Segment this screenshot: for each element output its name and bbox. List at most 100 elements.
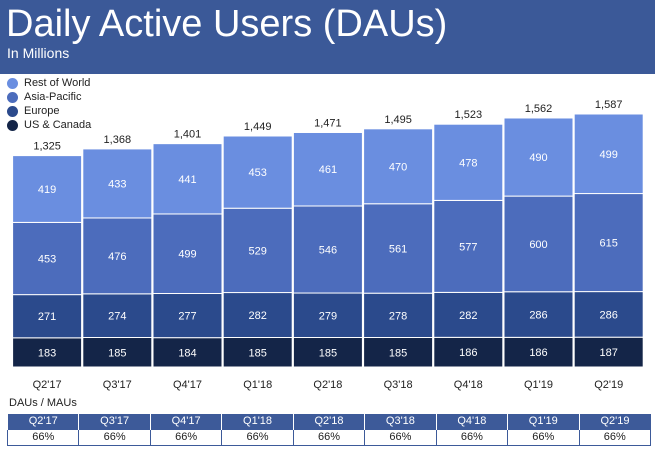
data-label: 286	[600, 309, 618, 321]
table-cell: 66%	[578, 429, 651, 446]
bar-segment-asia-pacific	[503, 195, 574, 293]
data-label: 185	[319, 347, 337, 359]
page-subtitle: In Millions	[7, 45, 70, 61]
data-label: 183	[38, 347, 56, 359]
dau-mau-label: DAUs / MAUs	[9, 397, 77, 409]
data-label: 282	[459, 310, 477, 322]
legend-label: Rest of World	[24, 77, 91, 89]
bar-segment-rest-of-world	[573, 113, 644, 195]
bar-segment-europe	[222, 292, 293, 339]
total-label: 1,449	[244, 121, 272, 133]
bar-segment-europe	[503, 291, 574, 338]
table-header-cell: Q1'19	[507, 414, 579, 430]
x-tick-label: Q4'17	[173, 379, 202, 391]
x-tick-label: Q2'19	[594, 379, 623, 391]
data-label: 461	[319, 164, 337, 176]
table-header-cell: Q3'18	[364, 414, 437, 430]
table-cell: 66%	[435, 429, 509, 446]
data-label: 529	[249, 245, 267, 257]
total-label: 1,368	[104, 134, 132, 146]
legend-swatch-europe	[7, 105, 18, 117]
bar-segment-europe	[433, 291, 504, 338]
data-label: 185	[249, 347, 267, 359]
x-tick-label: Q3'17	[103, 379, 132, 391]
bar-segment-asia-pacific	[152, 213, 223, 295]
table-header-cell: Q2'19	[578, 414, 651, 430]
bar-segment-asia-pacific	[363, 203, 434, 294]
x-tick-label: Q2'17	[33, 379, 62, 391]
page-title: Daily Active Users (DAUs)	[6, 3, 448, 45]
table-cell: 66%	[78, 429, 151, 446]
table-header-row: Q2'17 Q3'17 Q4'17 Q1'18 Q2'18 Q3'18 Q4'1…	[6, 414, 651, 430]
table-cell: 66%	[6, 429, 80, 446]
legend-item: Asia-Pacific	[7, 90, 91, 104]
total-label: 1,471	[314, 117, 342, 129]
data-label: 185	[108, 347, 126, 359]
bar-segment-us-canada	[433, 336, 504, 368]
table-cell: 66%	[149, 429, 223, 446]
legend-label: Europe	[24, 105, 60, 117]
x-tick-label: Q3'18	[384, 379, 413, 391]
data-label: 478	[459, 157, 477, 169]
chart-legend: Rest of World Asia-Pacific Europe US & C…	[7, 76, 91, 132]
bar-segment-asia-pacific	[433, 199, 504, 293]
data-label: 274	[108, 311, 126, 323]
data-label: 476	[108, 251, 126, 263]
bar-segment-rest-of-world	[82, 148, 153, 219]
bar-segment-us-canada	[12, 337, 83, 368]
bar-segment-europe	[82, 293, 153, 339]
table-cell: 66%	[221, 429, 294, 446]
bar-segment-asia-pacific	[573, 193, 644, 293]
legend-swatch-rest-of-world	[7, 77, 18, 89]
data-label: 490	[529, 152, 547, 164]
data-label: 561	[389, 243, 407, 255]
table-cell: 66%	[292, 429, 366, 446]
x-tick-label: Q2'18	[313, 379, 342, 391]
table-cell: 66%	[364, 429, 437, 446]
bar-segment-europe	[573, 291, 644, 338]
legend-item: Rest of World	[7, 76, 91, 90]
data-label: 282	[249, 310, 267, 322]
bar-segment-us-canada	[292, 337, 363, 368]
data-label: 499	[600, 149, 618, 161]
total-label: 1,325	[33, 141, 61, 153]
data-label: 419	[38, 184, 56, 196]
bar-segment-rest-of-world	[222, 135, 293, 209]
table-header-cell: Q3'17	[78, 414, 151, 430]
table-header-cell: Q1'18	[221, 414, 294, 430]
table-header-cell: Q4'17	[149, 414, 222, 430]
data-label: 271	[38, 311, 56, 323]
total-label: 1,562	[525, 103, 553, 115]
bar-segment-europe	[292, 292, 363, 339]
bar-segment-asia-pacific	[82, 217, 153, 295]
total-label: 1,523	[455, 109, 483, 121]
data-label: 186	[459, 347, 477, 359]
table-cell: 66%	[507, 429, 580, 446]
total-label: 1,587	[595, 99, 623, 111]
table-header-cell: Q2'18	[292, 414, 365, 430]
data-label: 499	[178, 249, 196, 261]
table-header-cell: Q4'18	[435, 414, 508, 430]
data-label: 546	[319, 245, 337, 257]
table-row: 66% 66% 66% 66% 66% 66% 66% 66% 66%	[6, 429, 651, 446]
dau-mau-table: Q2'17 Q3'17 Q4'17 Q1'18 Q2'18 Q3'18 Q4'1…	[6, 414, 651, 446]
bar-segment-us-canada	[573, 336, 644, 368]
bar-segment-rest-of-world	[363, 128, 434, 205]
legend-swatch-us-canada	[7, 119, 18, 131]
data-label: 600	[529, 239, 547, 251]
legend-item: US & Canada	[7, 118, 91, 132]
x-tick-label: Q1'18	[243, 379, 272, 391]
bar-segment-us-canada	[503, 336, 574, 368]
legend-swatch-asia-pacific	[7, 91, 18, 103]
bar-segment-rest-of-world	[12, 155, 83, 223]
bar-segment-rest-of-world	[503, 117, 574, 197]
data-label: 433	[108, 178, 126, 190]
bar-segment-asia-pacific	[222, 207, 293, 294]
table-header-cell: Q2'17	[6, 414, 79, 430]
data-label: 187	[600, 347, 618, 359]
bar-segment-us-canada	[222, 337, 293, 368]
data-label: 470	[389, 161, 407, 173]
bar-segment-asia-pacific	[292, 205, 363, 294]
data-label: 278	[389, 310, 407, 322]
data-label: 286	[529, 310, 547, 322]
